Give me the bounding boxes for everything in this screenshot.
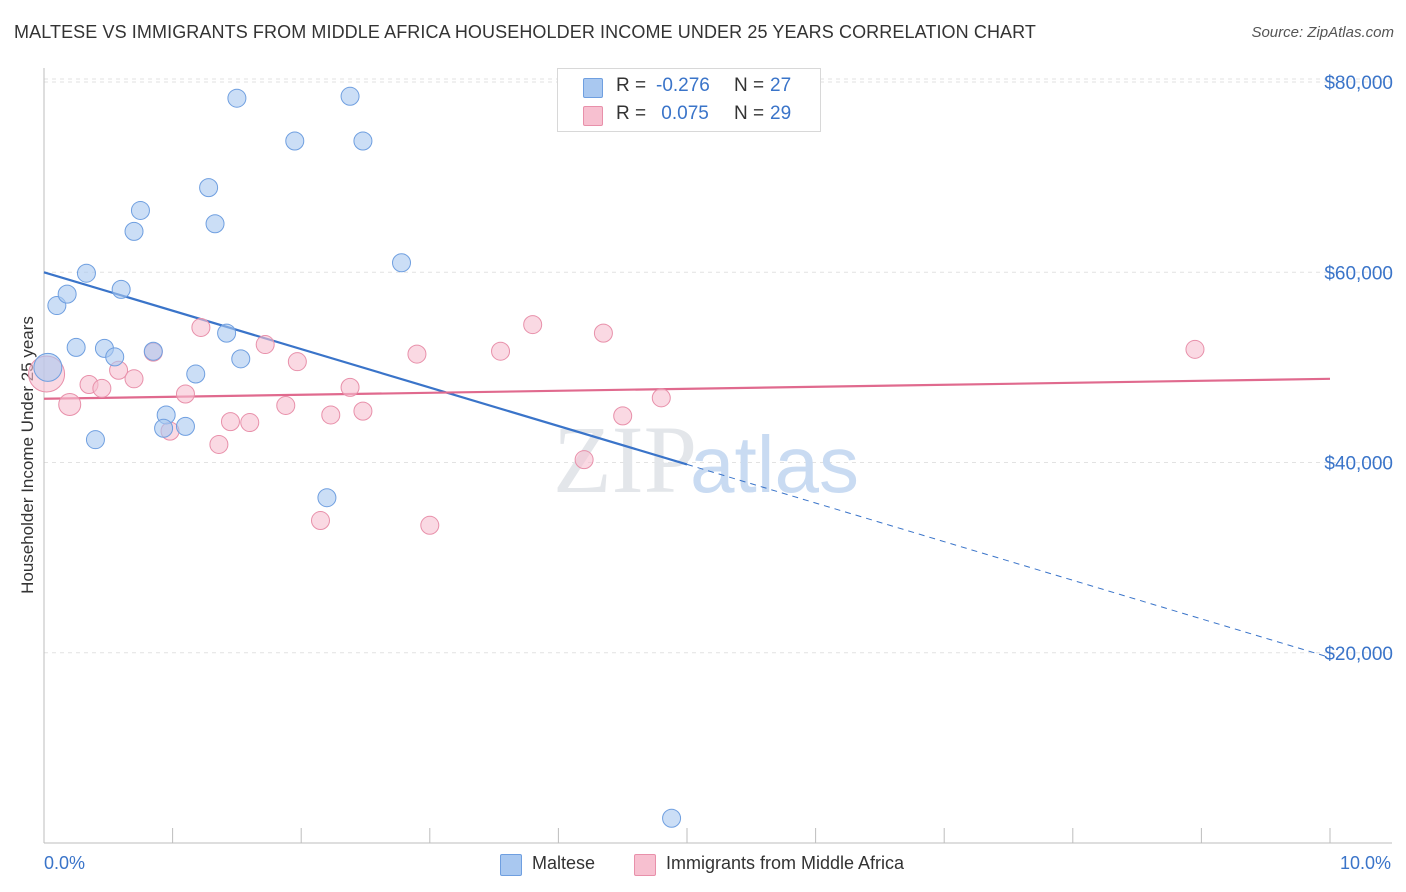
middle-africa-point [124,369,144,389]
maltese-point [154,418,174,438]
middle-africa-point [574,450,594,470]
middle-africa-point [407,344,427,364]
maltese-point [227,88,247,108]
maltese-point [662,808,682,828]
bottom-legend-label: Immigrants from Middle Africa [666,853,905,873]
legend-r-value: -0.276 [656,75,710,96]
maltese-point [143,341,163,361]
trend-lines [43,271,1331,658]
middle-africa-point [175,384,195,404]
maltese-point [353,131,373,151]
legend-n-label: N = [734,103,765,124]
x-axis-min-label: 0.0% [44,853,86,873]
maltese-point [85,430,105,450]
x-axis-max-label: 10.0% [1340,853,1392,873]
middle-africa-point [340,377,360,397]
maltese-point [57,284,77,304]
maltese-point [66,337,86,357]
y-tick-label: $40,000 [1324,454,1393,475]
source-label: Source: ZipAtlas.com [1251,24,1394,41]
middle-africa-point [491,341,511,361]
maltese-point [111,279,131,299]
maltese-point [199,178,219,198]
middle-africa-point [287,352,307,372]
correlation-legend: R = -0.276 N = 27 R = 0.075 N = 29 [557,68,821,132]
y-tick-label: $80,000 [1324,73,1393,94]
legend-swatch-middle-africa [583,106,603,126]
maltese-point [205,214,225,234]
middle-africa-point [209,434,229,454]
trend-line-extension [686,463,1331,658]
middle-africa-point [310,511,330,531]
maltese-point [317,488,337,508]
chart-title: MALTESE VS IMMIGRANTS FROM MIDDLE AFRICA… [14,22,1037,42]
legend-swatch-maltese [583,78,603,98]
maltese-point [231,349,251,369]
trend-line [43,377,1331,400]
maltese-point [124,221,144,241]
y-tick-label: $20,000 [1324,644,1393,665]
legend-r-label: R = [616,75,647,96]
maltese-point [392,253,412,273]
middle-africa-point [1185,339,1205,359]
maltese-point [217,323,237,343]
middle-africa-point [321,405,341,425]
middle-africa-point [240,413,260,433]
middle-africa-point [353,401,373,421]
middle-africa-point [191,317,211,337]
legend-n-value: 27 [770,75,792,96]
data-points [28,86,1205,828]
middle-africa-point [651,388,671,408]
middle-africa-point [523,315,543,335]
middle-africa-point [276,395,296,415]
axes [43,68,1392,844]
trend-line [43,271,688,466]
middle-africa-point [92,378,112,398]
legend-n-value: 29 [770,103,792,124]
legend-r-label: R = [616,103,647,124]
bottom-legend-label: Maltese [532,853,596,873]
middle-africa-point [593,323,613,343]
maltese-point [130,200,150,220]
maltese-point [186,364,206,384]
bottom-legend-swatch-maltese [500,854,522,876]
y-tick-labels: $20,000 $40,000 $60,000 $80,000 [1324,73,1393,665]
maltese-point [33,352,63,382]
maltese-point [175,416,195,436]
maltese-point [76,263,96,283]
maltese-point [105,347,125,367]
legend-n-label: N = [734,75,765,96]
middle-africa-point [58,392,82,416]
middle-africa-point [613,406,633,426]
maltese-point [285,131,305,151]
legend-r-value: 0.075 [656,103,709,124]
watermark: ZIP atlas [553,406,859,513]
middle-africa-point [220,412,240,432]
bottom-legend-swatch-middle-africa [634,854,656,876]
maltese-point [340,86,360,106]
y-tick-label: $60,000 [1324,263,1393,284]
middle-africa-point [420,515,440,535]
middle-africa-point [255,335,275,355]
watermark-atlas: atlas [690,420,859,509]
